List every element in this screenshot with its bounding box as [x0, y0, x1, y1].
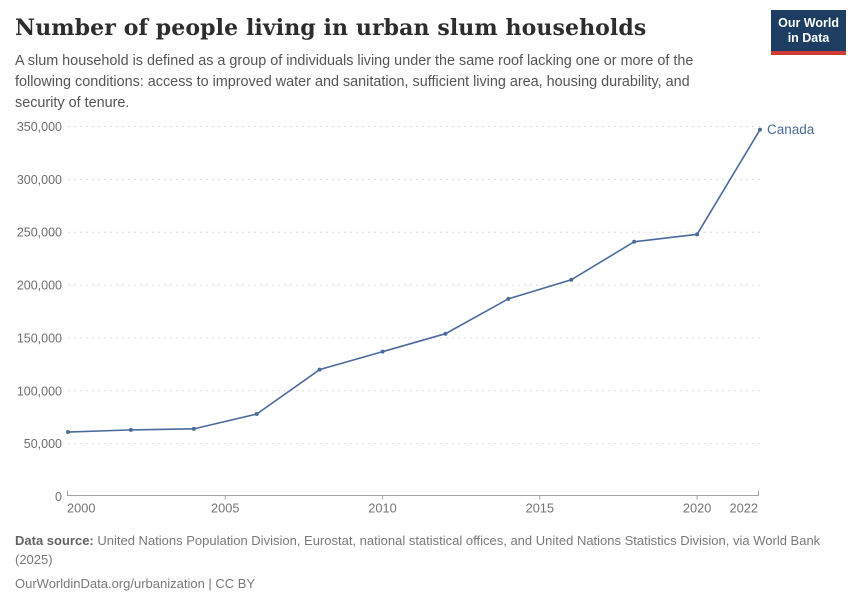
- data-point[interactable]: [191, 426, 196, 431]
- series-line-canada[interactable]: [67, 129, 761, 433]
- y-axis-tick-label: 300,000: [17, 173, 62, 187]
- data-point[interactable]: [758, 127, 762, 132]
- data-source-label: Data source:: [15, 533, 94, 548]
- owid-logo-line1: Our World: [778, 16, 839, 30]
- data-point[interactable]: [632, 239, 637, 244]
- x-axis-tick-label: 2000: [67, 501, 95, 516]
- owid-logo: Our World in Data: [771, 10, 846, 55]
- x-axis-line: [67, 490, 759, 496]
- data-source-line: Data source: United Nations Population D…: [15, 531, 835, 569]
- x-axis-tick-label: 2015: [526, 501, 554, 516]
- owid-logo-line2: in Data: [787, 31, 830, 45]
- license-line: OurWorldinData.org/urbanization | CC BY: [15, 576, 256, 591]
- y-axis-tick-label: 100,000: [17, 384, 62, 398]
- y-axis-tick-label: 250,000: [17, 226, 62, 240]
- chart-subtitle: A slum household is defined as a group o…: [15, 53, 694, 111]
- chart-title: Number of people living in urban slum ho…: [15, 15, 647, 41]
- x-axis-tick-label: 2010: [368, 501, 396, 516]
- data-point[interactable]: [695, 232, 700, 237]
- data-point[interactable]: [317, 367, 322, 372]
- data-point[interactable]: [443, 331, 448, 336]
- data-point[interactable]: [569, 277, 574, 282]
- entity-label-canada[interactable]: Canada: [767, 122, 815, 137]
- data-point[interactable]: [128, 427, 133, 432]
- data-point[interactable]: [254, 412, 259, 417]
- chart-footer: Data source: United Nations Population D…: [15, 531, 835, 593]
- data-point[interactable]: [380, 349, 385, 354]
- x-axis-tick-label: 2020: [683, 501, 711, 516]
- y-axis-tick-label: 50,000: [24, 437, 62, 451]
- data-source-text: United Nations Population Division, Euro…: [15, 533, 821, 567]
- chart-header: Number of people living in urban slum ho…: [0, 0, 850, 114]
- owid-logo-red-bar: [771, 51, 846, 55]
- y-axis-tick-label: 350,000: [17, 120, 62, 134]
- x-axis-tick-label: 2005: [211, 501, 239, 516]
- y-axis-tick-label: 200,000: [17, 279, 62, 293]
- data-point[interactable]: [506, 296, 511, 301]
- y-axis-tick-label: 0: [55, 490, 62, 504]
- x-axis-tick-label: 2022: [730, 501, 758, 516]
- y-axis-tick-label: 150,000: [17, 331, 62, 345]
- data-point[interactable]: [66, 430, 70, 435]
